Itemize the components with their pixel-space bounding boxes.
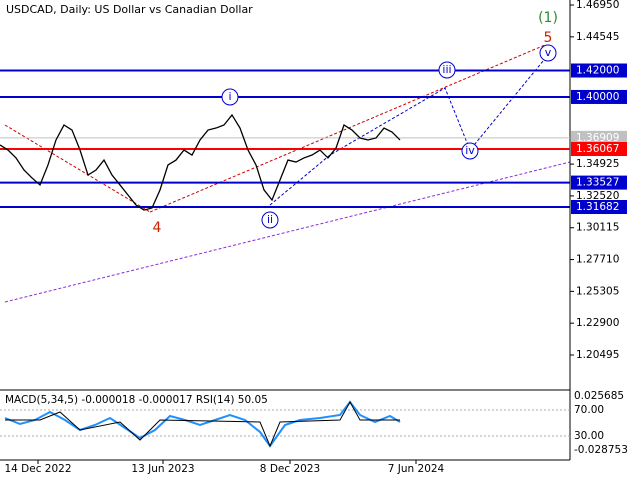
level-label-box [571, 89, 627, 104]
y-tick-label: 1.44545 [576, 31, 619, 43]
indicator-line [4, 400, 401, 448]
y-tick-label: 1.30115 [576, 222, 619, 234]
x-tick-label: 13 Jun 2023 [131, 463, 194, 475]
wave-label: (1) [538, 10, 558, 26]
y-tick-label: 1.20495 [576, 349, 619, 361]
indicator-axis-label: 70.00 [574, 404, 604, 416]
y-tick-label: 1.27710 [576, 254, 619, 266]
wave-circle [539, 44, 557, 62]
level-label-box [571, 63, 627, 78]
level-label: 1.36067 [576, 143, 619, 155]
x-tick-label: 7 Jun 2024 [388, 463, 445, 475]
level-label: 1.36909 [576, 132, 619, 144]
wave-label: 4 [153, 220, 162, 236]
price-line [0, 113, 401, 211]
x-tick-label: 8 Dec 2023 [260, 463, 320, 475]
y-tick-label: 1.25305 [576, 285, 619, 297]
chart-title: USDCAD, Daily: US Dollar vs Canadian Dol… [6, 3, 253, 16]
wave-circle [438, 61, 456, 79]
y-tick-label: 1.22900 [576, 317, 619, 329]
level-label-box [571, 175, 627, 190]
level-label-box [571, 141, 627, 156]
wave-label: v [545, 46, 552, 59]
level-label: 1.33527 [576, 177, 619, 189]
wave-circle [461, 142, 479, 160]
wave-label: iv [465, 144, 475, 157]
wave-label: 5 [544, 30, 553, 46]
wave-circle [221, 88, 239, 106]
macd-line [5, 400, 400, 448]
level-label: 1.40000 [576, 91, 619, 103]
level-label: 1.31682 [576, 201, 619, 213]
y-tick-label: 1.34925 [576, 158, 619, 170]
level-label-box [571, 130, 627, 145]
indicator-axis-label: 30.00 [574, 430, 604, 442]
level-label-box [571, 200, 627, 215]
y-tick-label: 1.46950 [576, 0, 619, 11]
trendlines [4, 44, 571, 303]
indicator-axis-label: 0.025685 [574, 390, 624, 402]
wave-label: ii [267, 213, 273, 226]
x-tick-label: 14 Dec 2022 [4, 463, 71, 475]
y-tick-label: 1.32520 [576, 190, 619, 202]
level-label: 1.42000 [576, 65, 619, 77]
wave-circle [261, 211, 279, 229]
indicator-axis-label: -0.028753 [574, 444, 628, 456]
indicator-title: MACD(5,34,5) -0.000018 -0.000017 RSI(14)… [5, 394, 268, 406]
wave-label: i [228, 90, 231, 103]
wave-label: iii [442, 63, 451, 76]
